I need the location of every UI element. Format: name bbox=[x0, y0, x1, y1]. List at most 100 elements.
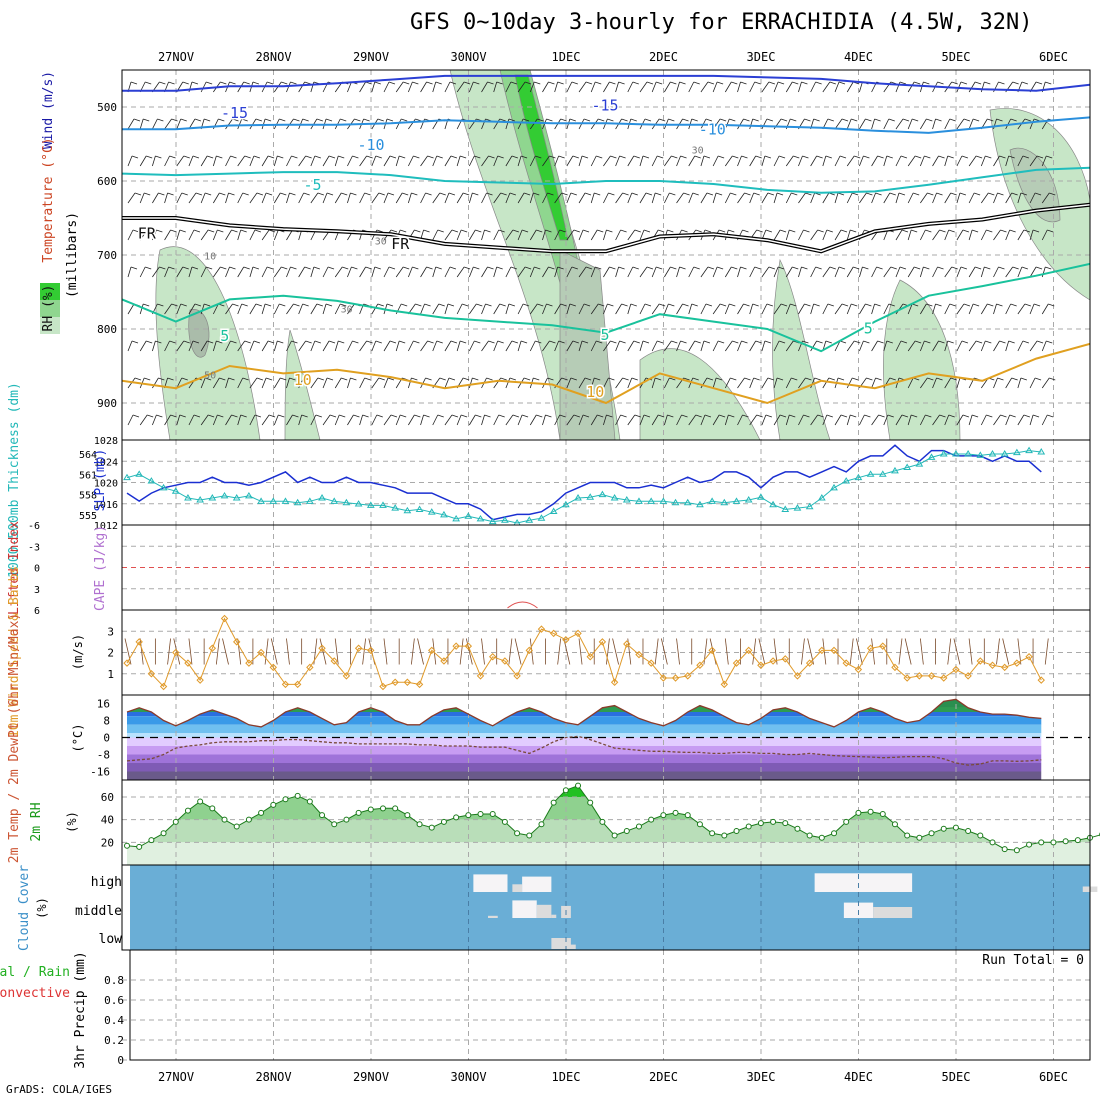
rh-point bbox=[831, 830, 838, 837]
wind-barb bbox=[1017, 414, 1030, 426]
wind-barb bbox=[871, 303, 881, 315]
wind-barb bbox=[664, 266, 677, 278]
thickness-point bbox=[769, 500, 777, 508]
wind-barb bbox=[432, 414, 444, 426]
wind-barb bbox=[505, 340, 519, 352]
wind-barb bbox=[761, 266, 776, 278]
thickness-point bbox=[220, 491, 229, 499]
wind-barb bbox=[225, 155, 237, 167]
wind-barb bbox=[334, 414, 346, 426]
wind-barb bbox=[322, 192, 334, 204]
rh-point bbox=[526, 832, 533, 839]
wind-barb bbox=[261, 266, 274, 278]
wind-barb bbox=[566, 340, 579, 352]
thickness-point bbox=[305, 497, 314, 504]
wind-barb bbox=[249, 155, 261, 167]
thickness-point bbox=[379, 501, 387, 508]
isotherm-label: 5 bbox=[600, 326, 609, 344]
wind-barb bbox=[810, 377, 821, 389]
wind-barb bbox=[700, 266, 715, 278]
wind-barb-10m bbox=[947, 638, 952, 665]
upper-air-content bbox=[122, 70, 1090, 440]
rh-bands bbox=[127, 785, 1090, 865]
rh-point bbox=[221, 816, 228, 823]
wind-barb bbox=[310, 340, 321, 352]
wind-speed-point bbox=[610, 678, 619, 686]
wind-barb bbox=[298, 192, 310, 204]
rh-point bbox=[965, 828, 972, 834]
wind-barb bbox=[980, 192, 995, 204]
wind-barb bbox=[895, 266, 907, 278]
wind-barb bbox=[444, 414, 459, 426]
wind-barb bbox=[907, 155, 922, 167]
wind-barb bbox=[225, 192, 235, 204]
wind-tick-label: 3 bbox=[107, 625, 114, 638]
wind-barb bbox=[334, 377, 348, 389]
wind-barb bbox=[578, 155, 589, 167]
wind-barb bbox=[286, 155, 298, 167]
wind-barb bbox=[615, 266, 625, 278]
wind-barb bbox=[603, 414, 613, 426]
thickness-point bbox=[1012, 448, 1021, 456]
wind-barb bbox=[249, 414, 262, 426]
wind-barb bbox=[298, 340, 312, 352]
wind-barb bbox=[810, 340, 823, 352]
thickness-point bbox=[647, 497, 656, 504]
thickness-point bbox=[281, 497, 290, 504]
wind-barb bbox=[176, 414, 186, 426]
wind-barb bbox=[639, 229, 651, 241]
thickness-point bbox=[635, 497, 643, 504]
wind-speed-point bbox=[781, 655, 789, 663]
wind-barb bbox=[213, 266, 227, 278]
wind-barb bbox=[212, 229, 224, 241]
wind-barb bbox=[920, 303, 933, 315]
wind-barb bbox=[956, 377, 967, 389]
wind-barb bbox=[603, 229, 613, 241]
wind-barb bbox=[286, 414, 299, 426]
precip-tick-label: 0.2 bbox=[104, 1034, 124, 1047]
wind-barb bbox=[481, 192, 493, 204]
thickness-point bbox=[988, 450, 997, 457]
wind-barb bbox=[749, 81, 761, 93]
wind-barb bbox=[468, 377, 479, 389]
wind-barb bbox=[834, 155, 847, 167]
wind-barb bbox=[371, 266, 381, 278]
wind-speed-point bbox=[513, 672, 521, 680]
wind-barb bbox=[554, 303, 567, 315]
wind-barb bbox=[785, 229, 796, 241]
wind-barb bbox=[663, 303, 675, 315]
wind-barb bbox=[298, 303, 309, 315]
wind-barb bbox=[286, 340, 298, 352]
wind-barb bbox=[481, 340, 495, 352]
wind-barb bbox=[932, 414, 946, 426]
date-label-bottom: 1DEC bbox=[552, 1070, 581, 1084]
wind-speed-point bbox=[988, 661, 997, 669]
temp2m-units: (°C) bbox=[71, 724, 85, 753]
wind-barb bbox=[542, 229, 552, 241]
wind-barb bbox=[590, 377, 601, 389]
wind-barb bbox=[846, 377, 859, 389]
wind-speed-point bbox=[805, 659, 814, 667]
wind-barb bbox=[200, 340, 214, 352]
wind-barb-10m bbox=[417, 638, 424, 665]
wind-barb bbox=[712, 414, 726, 426]
lifted-index-trace bbox=[507, 601, 538, 609]
thickness-point bbox=[574, 493, 582, 501]
wind-barb bbox=[846, 340, 861, 352]
rh-point bbox=[306, 798, 313, 805]
wind-barb bbox=[688, 303, 698, 315]
wind-barb bbox=[542, 81, 555, 93]
date-label-bottom: 3DEC bbox=[747, 1070, 776, 1084]
wind-speed-point bbox=[403, 678, 412, 686]
wind-barb-10m bbox=[953, 638, 961, 665]
thickness-point bbox=[537, 514, 546, 521]
wind-barb bbox=[980, 229, 993, 241]
wind-barb-10m bbox=[188, 638, 193, 665]
wind-barb bbox=[566, 81, 578, 93]
thickness-point bbox=[440, 510, 448, 518]
wind-barb bbox=[664, 377, 676, 389]
wind-barb bbox=[383, 266, 396, 278]
wind-barb bbox=[980, 303, 994, 315]
wind-barb bbox=[737, 340, 748, 352]
wind-barb bbox=[907, 266, 921, 278]
